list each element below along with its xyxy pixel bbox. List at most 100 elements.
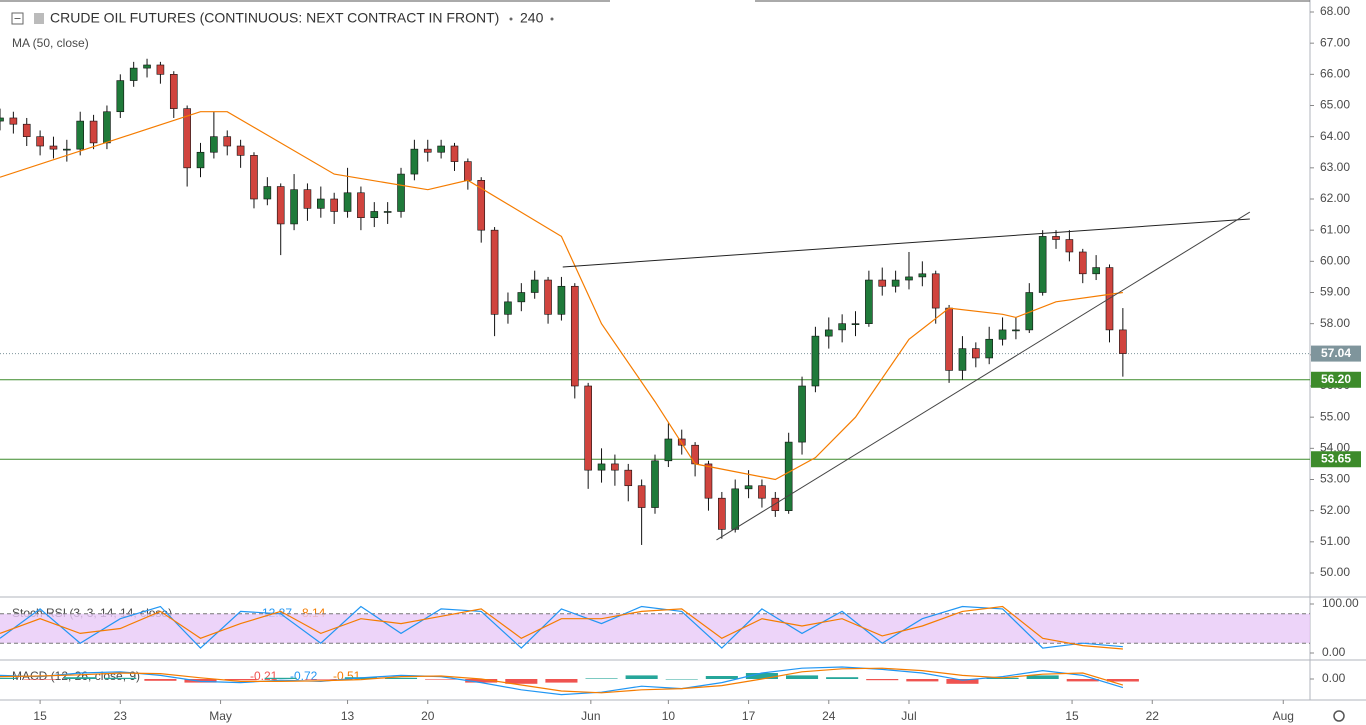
separator-dot — [509, 17, 513, 21]
macd-hist-bar — [425, 679, 458, 680]
candle-body — [570, 285, 579, 387]
candle-body — [9, 117, 18, 125]
y-tick-label: 68.00 — [1320, 4, 1350, 18]
candle-body — [330, 198, 338, 212]
candle-body — [972, 348, 980, 359]
macd-hist-bar — [906, 679, 939, 682]
y-tick-label: 53.00 — [1320, 472, 1350, 486]
macd-hist-bar — [745, 673, 778, 679]
y-tick-label: 61.00 — [1320, 222, 1350, 236]
candle-body — [49, 145, 58, 150]
macd-hist-bar — [665, 679, 698, 680]
x-tick-label: 10 — [662, 709, 676, 723]
macd-hist-bar — [705, 676, 738, 679]
candle-body — [76, 120, 85, 150]
y-tick-label: 67.00 — [1320, 35, 1350, 49]
candle-body — [945, 307, 953, 371]
candle-body — [664, 438, 673, 462]
candle-body — [196, 151, 205, 169]
candle-body — [597, 463, 606, 471]
candle-body — [758, 485, 766, 499]
candle-body — [624, 469, 633, 487]
candle-body — [544, 279, 552, 315]
trendline — [562, 218, 1250, 268]
macd-hist-bar — [585, 678, 618, 679]
macd-hist-bar — [786, 675, 819, 679]
x-tick-label: 13 — [341, 709, 355, 723]
symbol-icon — [34, 13, 44, 24]
candle-body — [998, 329, 1007, 340]
candle-body — [437, 145, 445, 153]
macd-line — [0, 666, 1124, 696]
candle-body — [517, 292, 526, 303]
candle-body — [878, 279, 887, 287]
collapse-icon[interactable] — [11, 12, 24, 25]
candle-body — [1052, 236, 1060, 240]
candle-body — [0, 117, 4, 122]
candle-body — [317, 198, 325, 209]
price-label: 53.65 — [1321, 451, 1351, 465]
indicator-label[interactable]: MA (50, close) — [12, 36, 89, 50]
candle-body — [22, 123, 31, 137]
candle-body — [36, 136, 44, 147]
candle-body — [771, 497, 780, 511]
candle-body — [744, 485, 753, 490]
macd-hist-bar — [465, 679, 498, 683]
candle-body — [1092, 267, 1100, 275]
trendline — [716, 211, 1251, 541]
macd-hist-bar — [505, 679, 538, 684]
candle-body — [477, 180, 486, 231]
macd-hist-bar — [0, 677, 17, 679]
candle-body — [504, 301, 512, 315]
candle-body — [918, 273, 927, 278]
candle-body — [210, 136, 218, 153]
y-tick-label: 64.00 — [1320, 129, 1350, 143]
candle-body — [116, 80, 125, 113]
macd-hist-bar — [64, 677, 97, 679]
x-tick-label: 20 — [421, 709, 435, 723]
candle-body — [798, 385, 806, 443]
stoch-band — [0, 613, 1310, 644]
macd-hist-bar — [264, 677, 297, 679]
candle-body — [263, 186, 272, 200]
candle-body — [1038, 236, 1047, 293]
y-tick-label: 60.00 — [1320, 254, 1350, 268]
candle-body — [584, 385, 592, 471]
macd-hist-bar — [24, 679, 57, 680]
candle-body — [530, 279, 539, 293]
stoch-line — [0, 605, 1123, 650]
candle-body — [490, 229, 499, 315]
candle-body — [129, 67, 138, 81]
candle-body — [370, 211, 379, 218]
x-tick-label: 15 — [33, 709, 47, 723]
candle-body — [731, 488, 740, 530]
candle-body — [811, 335, 820, 387]
macd-hist-bar — [144, 679, 177, 681]
candle-body — [343, 192, 352, 212]
x-tick-label: Jul — [901, 709, 916, 723]
candle-body — [1065, 239, 1074, 253]
macd-hist-bar — [1106, 679, 1139, 682]
macd-hist-bar — [1026, 675, 1059, 679]
y-tick-label: 62.00 — [1320, 191, 1350, 205]
macd-hist-bar — [104, 677, 137, 679]
candle-body — [103, 111, 111, 144]
stoch-line — [0, 605, 1123, 649]
macd-hist-value: -0.21 — [250, 669, 278, 683]
candle-body — [423, 148, 432, 153]
candle-body — [410, 148, 419, 175]
x-tick-label: 17 — [742, 709, 756, 723]
macd-hist-bar — [224, 679, 257, 681]
candle-body — [63, 148, 71, 151]
settings-icon[interactable] — [1333, 710, 1345, 722]
candle-body — [1012, 329, 1020, 332]
x-tick-label: 15 — [1065, 709, 1079, 723]
stoch-tick-label: 0.00 — [1322, 645, 1346, 659]
y-tick-label: 51.00 — [1320, 534, 1350, 548]
y-tick-label: 63.00 — [1320, 160, 1350, 174]
candle-body — [250, 155, 258, 200]
macd-tick-label: 0.00 — [1322, 671, 1346, 685]
